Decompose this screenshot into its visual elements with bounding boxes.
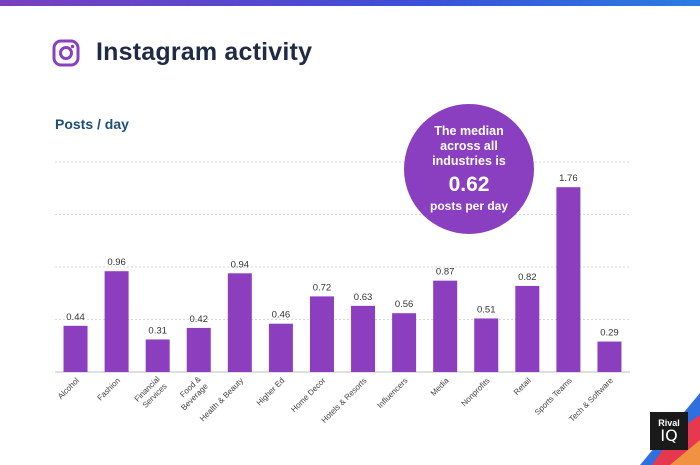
x-tick-label-line: Fashion xyxy=(96,376,122,402)
bar-value-label: 0.46 xyxy=(272,310,291,321)
x-tick-label-line: Home Decor xyxy=(289,376,327,414)
x-tick-label: Home Decor xyxy=(289,376,327,414)
x-tick-label-line: Influencers xyxy=(375,376,409,410)
x-tick-label-line: Health & Beauty xyxy=(198,376,245,423)
value-labels-group: 0.44 0.96 0.31 0.42 0.94 0.46 0.72 0.63 0.56 0.87… xyxy=(66,173,618,338)
x-tick-label-line: Hotels & Resorts xyxy=(320,376,369,425)
bars-group xyxy=(63,187,622,372)
bar xyxy=(145,339,170,372)
bar-value-label: 0.72 xyxy=(313,282,332,293)
bar xyxy=(515,285,540,372)
bar xyxy=(392,313,417,372)
logo-line1: Rival xyxy=(658,418,680,428)
bar-value-label: 0.42 xyxy=(190,314,209,325)
gridlines xyxy=(55,161,630,373)
x-tick-label: Tech & Software xyxy=(567,376,615,424)
bar xyxy=(351,305,376,372)
x-tick-label-line: Retail xyxy=(512,376,533,397)
x-tick-label-line: Sports Teams xyxy=(533,376,574,417)
bar xyxy=(597,341,622,372)
top-gradient-bar xyxy=(0,0,700,6)
bar-value-label: 0.63 xyxy=(354,292,373,303)
median-annotation-unit: posts per day xyxy=(429,199,509,213)
rival-iq-logo: Rival IQ xyxy=(650,412,688,450)
instagram-icon xyxy=(52,39,80,66)
bar xyxy=(309,296,334,372)
median-annotation-value: 0.62 xyxy=(448,173,490,196)
bar-value-label: 0.44 xyxy=(66,312,85,323)
bar-value-label: 0.96 xyxy=(107,257,126,268)
x-tick-label-line: Alcohol xyxy=(56,376,81,401)
x-tick-label-line: Media xyxy=(429,376,451,398)
x-tick-label: Fashion xyxy=(96,376,122,402)
logo-line2: IQ xyxy=(660,426,678,445)
bar-value-label: 0.51 xyxy=(477,304,496,315)
x-tick-label: Higher Ed xyxy=(255,376,287,408)
page-title: Instagram activity xyxy=(96,38,313,66)
bar-value-label: 0.82 xyxy=(518,272,537,283)
x-tick-label: Media xyxy=(429,376,451,398)
bar-value-label: 0.56 xyxy=(395,299,414,310)
chart-header: Instagram activity xyxy=(52,38,312,67)
x-tick-label: Influencers xyxy=(375,376,409,410)
bar xyxy=(474,318,499,372)
x-tick-label: Nonprofits xyxy=(460,376,492,408)
x-tick-labels-group: Alcohol Fashion FinancialServices Food &Bev… xyxy=(56,374,615,425)
x-tick-label: Alcohol xyxy=(56,376,81,401)
x-tick-label: FinancialServices xyxy=(133,374,169,410)
bar xyxy=(63,325,88,372)
bar-value-label: 0.31 xyxy=(148,325,167,336)
bar xyxy=(268,323,293,372)
bar-value-label: 0.87 xyxy=(436,267,455,278)
bar-value-label: 1.76 xyxy=(559,173,578,184)
median-annotation-text: The median across all industries is xyxy=(432,124,506,168)
y-axis-label: Posts / day xyxy=(55,116,129,132)
x-tick-label: Food &Beverage xyxy=(172,374,210,412)
x-tick-label: Sports Teams xyxy=(533,376,574,417)
median-annotation-bubble: The median across all industries is 0.62… xyxy=(404,104,534,234)
bar xyxy=(186,327,211,372)
x-tick-label: Hotels & Resorts xyxy=(320,376,369,425)
x-tick-label-line: Tech & Software xyxy=(567,376,615,424)
bar xyxy=(433,280,458,372)
bar-value-label: 0.94 xyxy=(231,259,250,270)
bar xyxy=(227,273,252,372)
x-tick-label: Retail xyxy=(512,376,533,397)
x-tick-label: Health & Beauty xyxy=(198,376,245,423)
x-tick-label-line: Higher Ed xyxy=(255,376,287,408)
bar xyxy=(556,187,581,372)
bar-value-label: 0.29 xyxy=(600,328,619,339)
x-tick-label-line: Nonprofits xyxy=(460,376,492,408)
bar xyxy=(104,271,129,372)
